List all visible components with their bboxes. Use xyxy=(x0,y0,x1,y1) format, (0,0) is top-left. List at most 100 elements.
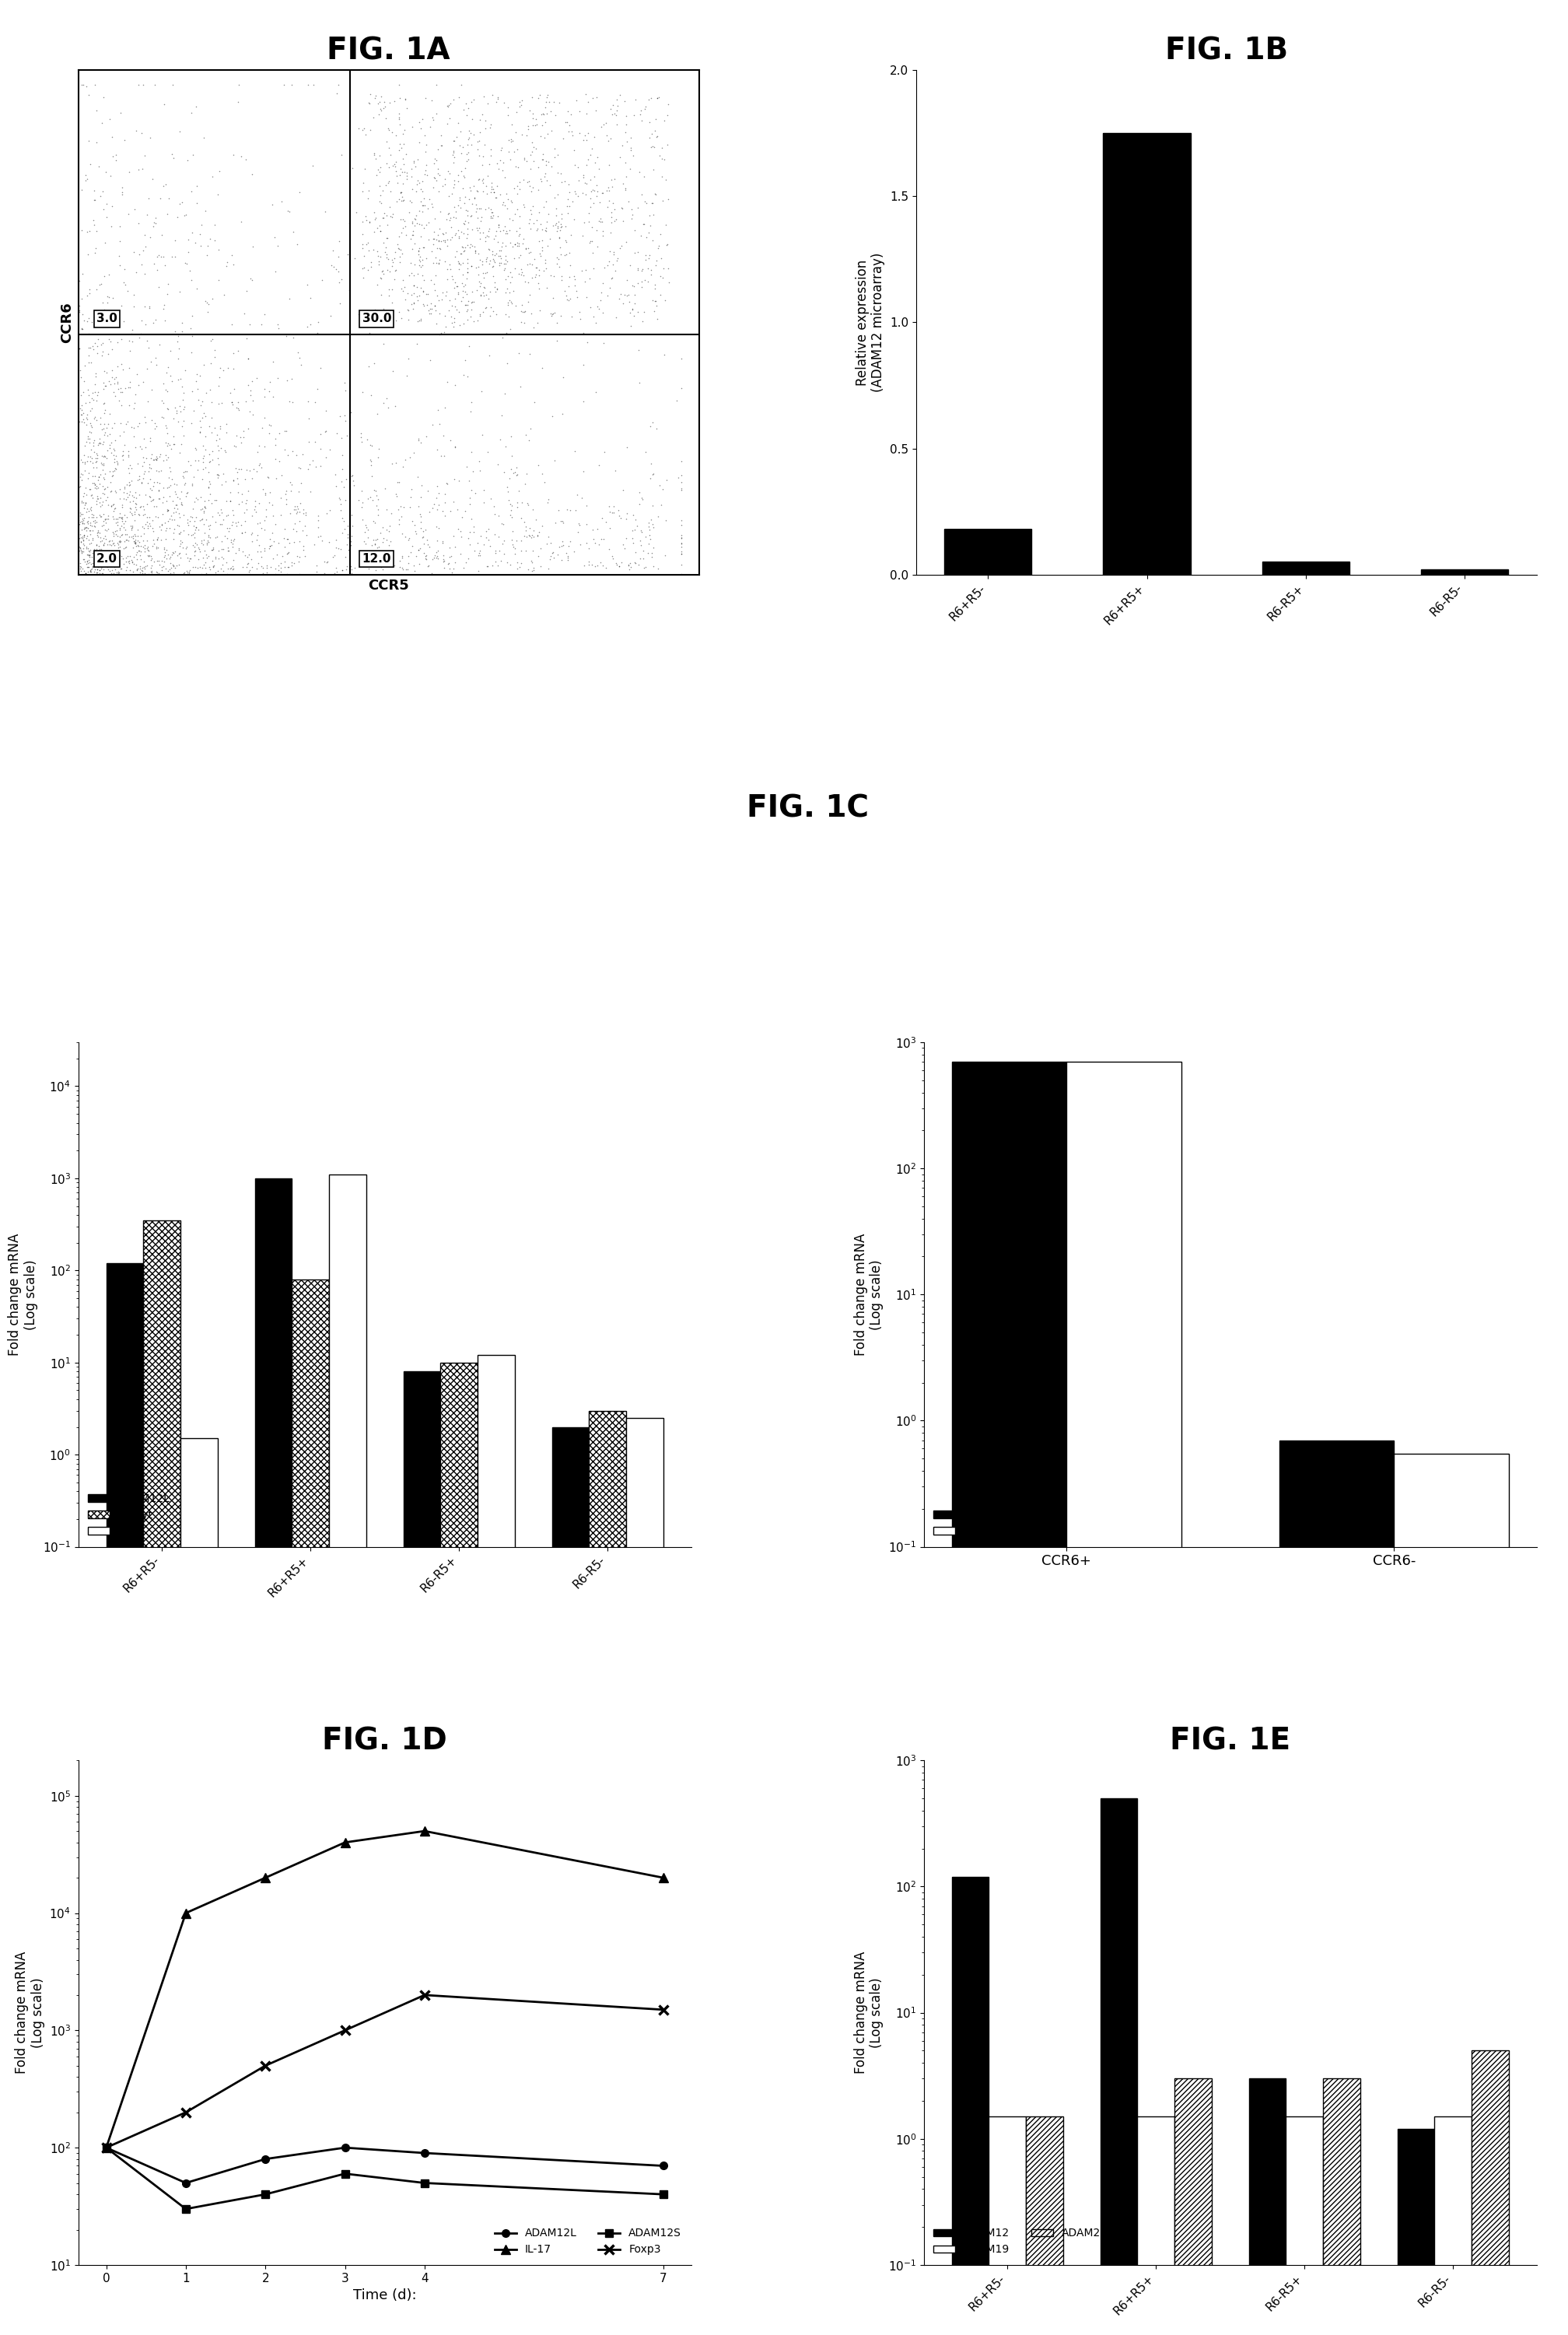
Point xyxy=(124,551,149,588)
Point xyxy=(398,243,423,280)
Point xyxy=(608,276,633,313)
Point xyxy=(72,544,97,581)
Point xyxy=(190,460,215,497)
Point xyxy=(665,458,690,495)
Point xyxy=(535,269,560,306)
Point xyxy=(633,432,659,469)
Point xyxy=(495,89,521,126)
Point xyxy=(88,530,113,567)
Point xyxy=(85,441,110,479)
Point xyxy=(154,437,179,474)
Point xyxy=(78,488,103,525)
Point xyxy=(69,170,94,208)
Point xyxy=(637,525,662,563)
Point xyxy=(176,502,201,539)
Point xyxy=(179,334,204,371)
Point xyxy=(362,504,387,542)
Point xyxy=(284,514,309,551)
Point xyxy=(436,196,461,234)
Point xyxy=(426,486,452,523)
Point xyxy=(183,479,209,516)
Point xyxy=(162,511,187,549)
Point xyxy=(260,497,285,535)
Point xyxy=(466,535,491,572)
Point xyxy=(77,77,102,114)
Point xyxy=(463,231,488,269)
Point xyxy=(654,126,679,163)
Point xyxy=(445,509,470,546)
Bar xyxy=(626,1417,663,2335)
Point xyxy=(579,222,604,259)
Point xyxy=(71,294,96,332)
Point xyxy=(364,140,389,177)
Point xyxy=(149,511,174,549)
Point xyxy=(257,483,282,521)
Point xyxy=(524,250,549,287)
Point xyxy=(594,105,619,142)
Point xyxy=(464,187,489,224)
Point xyxy=(467,161,492,198)
Point xyxy=(354,226,379,264)
Point xyxy=(278,280,303,318)
Point xyxy=(459,285,485,322)
Point xyxy=(434,364,459,402)
Point xyxy=(67,329,93,367)
Point xyxy=(108,346,133,383)
Point xyxy=(82,504,107,542)
Point xyxy=(408,110,433,147)
Point xyxy=(114,521,140,558)
Point xyxy=(510,544,535,581)
Point xyxy=(444,117,469,154)
Point xyxy=(414,542,439,579)
Point xyxy=(86,465,111,502)
Point xyxy=(492,208,517,245)
Point xyxy=(318,245,343,283)
Point xyxy=(455,255,480,292)
Point xyxy=(554,278,579,315)
Point xyxy=(455,292,480,329)
Point xyxy=(138,460,163,497)
Point xyxy=(71,374,96,411)
Point xyxy=(467,453,492,490)
Point xyxy=(83,229,108,266)
Point xyxy=(347,481,372,518)
Point xyxy=(329,462,354,500)
Point xyxy=(406,234,431,271)
Point xyxy=(129,542,154,579)
Point xyxy=(97,425,122,462)
Point xyxy=(315,544,340,581)
Point xyxy=(527,234,552,271)
Point xyxy=(358,315,383,353)
Point xyxy=(365,528,390,565)
Point xyxy=(226,383,251,420)
Point xyxy=(550,523,575,560)
Point xyxy=(118,332,143,369)
Point xyxy=(75,516,100,553)
Point xyxy=(194,521,220,558)
Point xyxy=(571,159,596,196)
Point xyxy=(80,381,105,418)
Point xyxy=(179,374,204,411)
Point xyxy=(379,248,405,285)
Point xyxy=(274,362,299,399)
Point xyxy=(96,336,121,374)
Point xyxy=(96,551,121,588)
Point xyxy=(412,79,437,117)
Point xyxy=(75,542,100,579)
Point xyxy=(82,458,107,495)
Point xyxy=(640,283,665,320)
Point xyxy=(575,194,601,231)
Point xyxy=(370,383,395,420)
Point xyxy=(574,166,599,203)
Point xyxy=(525,446,550,483)
Point xyxy=(586,525,612,563)
Point xyxy=(215,532,240,570)
Point xyxy=(379,446,405,483)
Point xyxy=(160,553,185,591)
Point xyxy=(539,147,564,184)
Point xyxy=(577,259,602,297)
Point xyxy=(155,196,180,234)
Point xyxy=(373,100,398,138)
Point xyxy=(151,530,176,567)
Point xyxy=(353,117,378,154)
